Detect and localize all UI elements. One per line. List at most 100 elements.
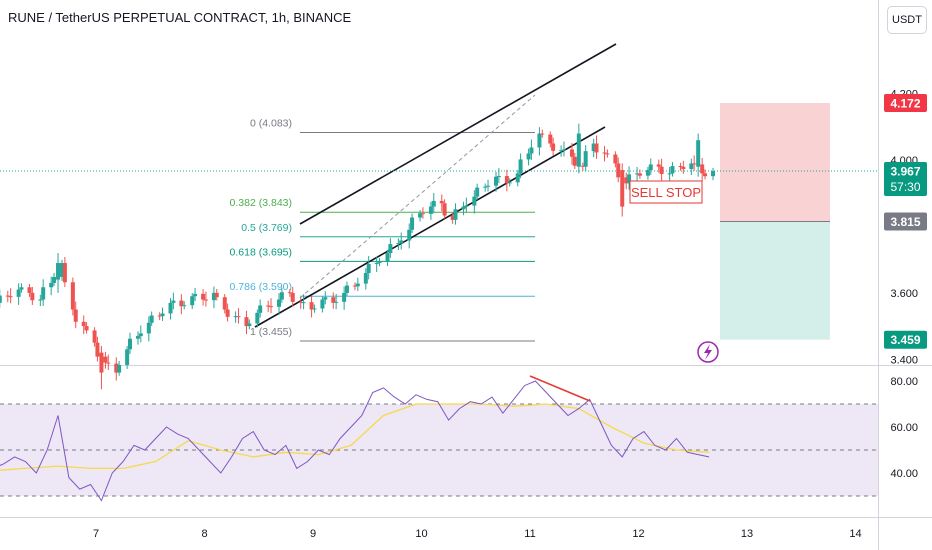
candle-body	[323, 297, 328, 300]
candle-body	[179, 300, 184, 307]
candle-body	[127, 338, 132, 350]
candle-body	[38, 299, 43, 301]
candle-body	[648, 164, 653, 171]
candle-body	[605, 153, 610, 155]
rsi-tick-label: 60.00	[890, 422, 918, 434]
candle-body	[410, 217, 415, 230]
candle-body	[572, 156, 577, 166]
candle-body	[225, 309, 230, 317]
time-tick-label: 12	[632, 528, 644, 540]
candle-body	[214, 292, 219, 298]
candle-body	[620, 170, 625, 207]
candle-body	[529, 147, 534, 154]
target-price-badge-bg	[884, 330, 927, 349]
candle-body	[233, 316, 238, 318]
candle-body	[60, 263, 65, 277]
channel-upper-line	[299, 43, 617, 225]
candle-body	[670, 166, 675, 174]
candle-body	[616, 163, 621, 178]
candle-body	[696, 140, 701, 167]
rsi-tick-label: 40.00	[890, 468, 918, 480]
candle-body	[692, 163, 697, 165]
lightning-icon-bolt	[704, 344, 712, 360]
time-tick-label: 13	[741, 528, 753, 540]
stop-price-badge-bg	[884, 93, 927, 112]
entry-price-badge-bg	[884, 212, 927, 231]
candle-body	[483, 186, 488, 188]
candle-body	[222, 297, 227, 310]
candle-body	[496, 176, 501, 178]
candle-body	[106, 362, 111, 364]
candle-body	[287, 292, 292, 294]
fib-level-label: 0.5 (3.769)	[241, 222, 292, 234]
candle-body	[298, 301, 303, 303]
candle-body	[551, 143, 556, 151]
fib-trend-line	[299, 94, 536, 299]
time-tick-label: 11	[524, 528, 535, 540]
bearish-divergence-line	[529, 375, 591, 402]
stop-price-badge: 4.172	[890, 96, 920, 110]
candle-body	[580, 165, 585, 167]
candle-body	[475, 187, 480, 197]
stop-loss-zone	[720, 102, 830, 222]
candle-body	[171, 300, 176, 303]
candle-body	[255, 312, 260, 324]
candle-body	[515, 173, 520, 183]
candle-body	[420, 213, 425, 215]
sell-stop-box	[629, 180, 703, 204]
candle-body	[8, 296, 13, 298]
candle-body	[5, 295, 10, 297]
candle-body	[62, 263, 67, 283]
candle-body	[56, 263, 61, 280]
candle-body	[125, 349, 130, 365]
candle-body	[157, 315, 162, 317]
candle-body	[396, 243, 401, 245]
rsi-tick-label: 80.00	[890, 376, 918, 388]
candle-body	[678, 166, 683, 168]
candle-body	[138, 333, 143, 337]
time-tick-label: 9	[310, 528, 316, 540]
candle-body	[385, 253, 390, 263]
rsi-line	[0, 380, 710, 502]
candle-body	[290, 292, 295, 302]
candle-body	[681, 166, 686, 170]
candle-body	[352, 285, 357, 287]
candle-body	[439, 200, 444, 204]
time-tick-label: 14	[849, 528, 861, 540]
candle-body	[52, 276, 57, 283]
chart-title: RUNE / TetherUS PERPETUAL CONTRACT, 1h, …	[8, 10, 352, 25]
candle-body	[504, 176, 509, 184]
candle-body	[442, 203, 447, 216]
candle-body	[201, 293, 206, 300]
candle-body	[236, 316, 241, 318]
target-price-badge: 3.459	[890, 333, 920, 347]
candle-body	[49, 282, 54, 288]
rsi-ma-line	[0, 403, 710, 471]
candle-body	[277, 299, 282, 307]
candle-body	[569, 149, 574, 157]
candle-body	[659, 166, 664, 175]
candle-body	[667, 173, 672, 175]
candle-body	[431, 200, 436, 207]
fib-level-label: 0 (4.083)	[250, 118, 292, 130]
candle-body	[95, 342, 100, 357]
candle-body	[103, 356, 108, 363]
candle-body	[703, 173, 708, 177]
last-price-badge-bg	[884, 162, 927, 197]
candle-body	[656, 164, 661, 167]
candle-body	[526, 153, 531, 160]
price-tick-label: 3.400	[890, 354, 918, 366]
candle-body	[266, 305, 271, 307]
candle-body	[540, 133, 545, 135]
candle-body	[182, 305, 187, 307]
candle-body	[583, 151, 588, 167]
candle-body	[388, 244, 393, 254]
candle-body	[711, 171, 716, 177]
candle-body	[548, 134, 553, 144]
candle-body	[461, 206, 466, 210]
candle-body	[377, 262, 382, 264]
candle-body	[602, 152, 607, 154]
candle-body	[269, 306, 274, 308]
candle-body	[537, 133, 542, 148]
currency-button[interactable]: USDT	[887, 6, 927, 34]
